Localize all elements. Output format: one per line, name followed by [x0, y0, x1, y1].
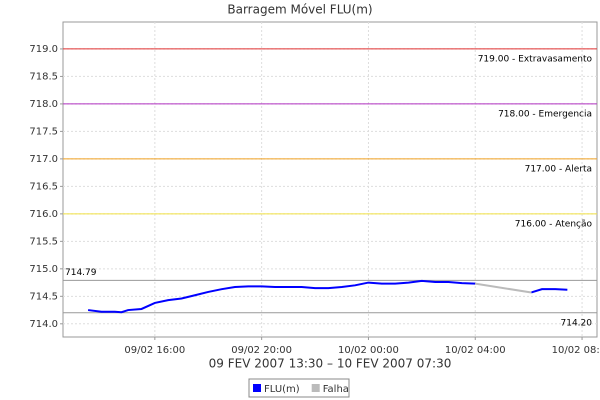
legend-box: [248, 378, 350, 398]
reference-label: 714.20: [561, 318, 593, 328]
reference-label: 716.00 - Atenção: [515, 219, 593, 229]
data-line: [531, 288, 568, 294]
chart-title: Barragem Móvel FLU(m): [227, 3, 372, 17]
x-tick-label: 10/02 00:00: [338, 345, 399, 356]
x-tick-label: 09/02 20:00: [231, 345, 292, 356]
legend-label: Falha: [323, 384, 349, 395]
y-tick-label: 715.5: [29, 236, 58, 247]
y-tick-label: 715.0: [29, 264, 58, 275]
data-line: [475, 282, 532, 294]
x-axis-label: 09 FEV 2007 13:30 – 10 FEV 2007 07:30: [209, 357, 452, 371]
reference-label: 717.00 - Alerta: [525, 164, 592, 174]
y-tick-label: 717.0: [29, 154, 58, 165]
x-tick-label: 10/02 04:00: [445, 345, 506, 356]
legend-label: FLU(m): [264, 384, 300, 395]
x-tick-label: 09/02 16:00: [124, 345, 185, 356]
reference-label: 718.00 - Emergencia: [498, 109, 592, 119]
y-tick-label: 718.0: [29, 99, 58, 110]
y-tick-label: 719.0: [29, 44, 58, 55]
plot-area: [62, 21, 598, 338]
data-line: [87, 279, 476, 314]
legend-swatch: [253, 384, 261, 392]
y-tick-label: 714.0: [29, 319, 58, 330]
y-tick-label: 714.5: [29, 291, 58, 302]
reference-label: 714.79: [65, 268, 97, 278]
x-tick-label: 10/02 08:00: [552, 345, 600, 356]
y-tick-label: 718.5: [29, 71, 58, 82]
legend-swatch: [311, 384, 320, 392]
y-tick-label: 716.5: [29, 181, 58, 192]
reference-label: 719.00 - Extravasamento: [478, 54, 593, 64]
y-tick-label: 717.5: [29, 126, 58, 137]
y-tick-label: 716.0: [29, 209, 58, 220]
